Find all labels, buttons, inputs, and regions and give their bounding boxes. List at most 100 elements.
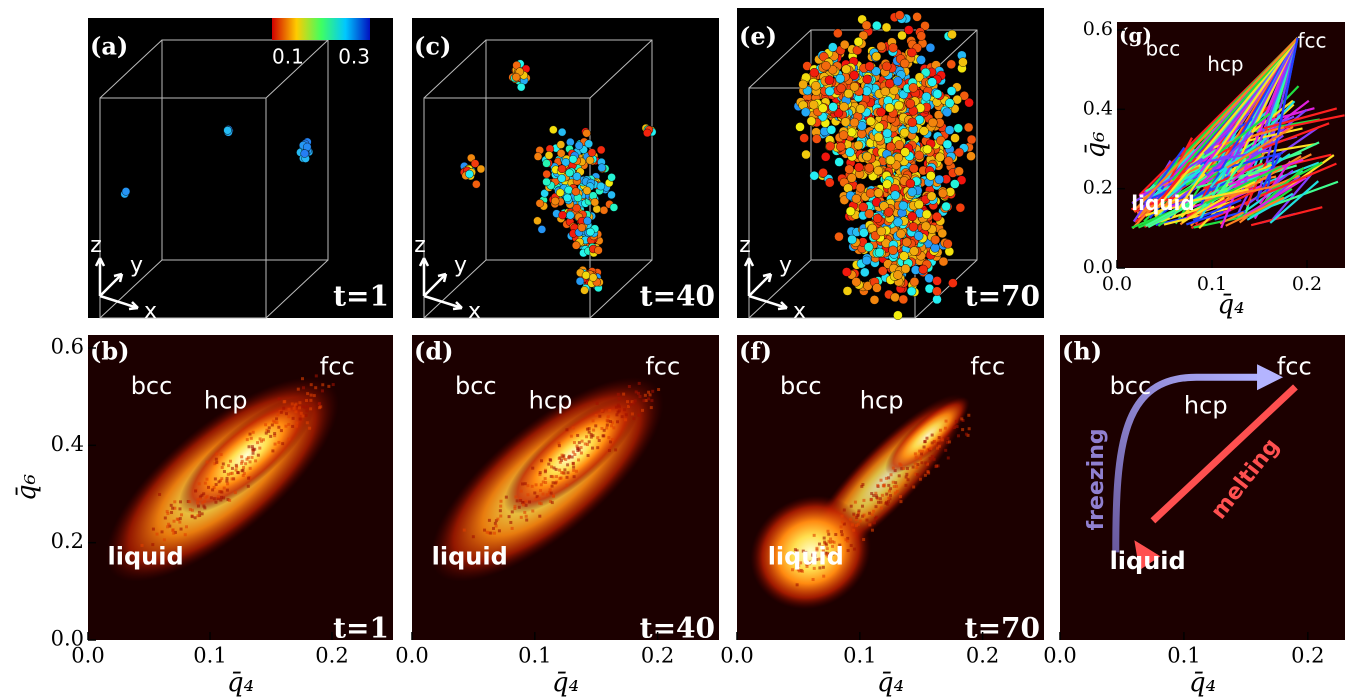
particle [829, 102, 838, 111]
particle [818, 104, 827, 113]
particle [908, 118, 917, 127]
particle [584, 217, 592, 225]
density-speckle [254, 459, 257, 462]
particle [598, 164, 606, 172]
particle [893, 77, 902, 86]
panel: bcchcpfccliquid(f)t=700.00.10.2q̄₄ [720, 335, 1044, 698]
density-speckle [573, 453, 576, 456]
particle [807, 117, 816, 126]
density-speckle [264, 423, 267, 426]
density-speckle [179, 517, 182, 520]
density-speckle [288, 408, 291, 411]
density-speckle [596, 436, 599, 439]
particle [927, 192, 936, 201]
density-speckle [968, 427, 971, 430]
density-speckle [939, 429, 942, 432]
density-speckle [226, 489, 229, 492]
particle [837, 84, 846, 93]
density-speckle [551, 475, 554, 478]
density-speckle [521, 482, 524, 485]
density-speckle [572, 462, 575, 465]
density-speckle [554, 482, 557, 485]
particle [573, 172, 581, 180]
density-speckle [873, 521, 876, 524]
region-label: liquid [1110, 547, 1186, 575]
density-speckle [609, 420, 612, 423]
particle [559, 211, 567, 219]
density-speckle [606, 424, 609, 427]
density-speckle [219, 498, 222, 501]
density-speckle [580, 452, 583, 455]
particle [839, 102, 848, 111]
density-speckle [229, 460, 232, 463]
particle [854, 141, 863, 150]
particle [582, 271, 590, 279]
density-speckle [525, 515, 528, 518]
particle [877, 227, 886, 236]
density-speckle [281, 442, 284, 445]
region-label: liquid [1131, 191, 1194, 215]
density-speckle [291, 402, 294, 405]
panel: zyx(c)t=40 [412, 18, 719, 324]
density-speckle [228, 499, 231, 502]
density-speckle [277, 441, 280, 444]
density-speckle [885, 477, 888, 480]
particle [572, 188, 580, 196]
region-label: hcp [204, 387, 248, 415]
density-speckle [610, 424, 613, 427]
density-speckle [957, 434, 960, 437]
particle [874, 133, 883, 142]
density-speckle [850, 544, 853, 547]
particle [939, 257, 948, 266]
density-speckle [251, 448, 254, 451]
density-speckle [310, 383, 313, 386]
density-speckle [941, 438, 944, 441]
density-speckle [857, 513, 860, 516]
density-speckle [499, 500, 502, 503]
particle [922, 92, 931, 101]
density-speckle [282, 407, 285, 410]
density-speckle [198, 511, 201, 514]
density-speckle [862, 538, 865, 541]
density-speckle [247, 477, 250, 480]
density-speckle [635, 390, 638, 393]
density-speckle [495, 524, 498, 527]
particle [964, 123, 973, 132]
density-speckle [880, 479, 883, 482]
region-label: liquid [108, 542, 184, 570]
density-speckle [285, 412, 288, 415]
particle [569, 155, 577, 163]
density-speckle [931, 434, 934, 437]
particle [938, 189, 947, 198]
particle [948, 279, 957, 288]
density-speckle [256, 441, 259, 444]
density-speckle [967, 414, 970, 417]
particle [842, 267, 851, 276]
particle [931, 235, 940, 244]
density-speckle [919, 478, 922, 481]
particle [882, 62, 891, 71]
particle [545, 151, 553, 159]
region-label: bcc [1110, 372, 1152, 400]
particle [556, 189, 564, 197]
x-axis-label: q̄₄ [1189, 668, 1216, 698]
density-speckle [172, 532, 175, 535]
y-axis-label: q̄₆ [12, 474, 42, 501]
particle [956, 203, 965, 212]
density-speckle [197, 505, 200, 508]
density-speckle [621, 415, 624, 418]
density-speckle [240, 455, 243, 458]
particle [802, 150, 811, 159]
particle [889, 246, 898, 255]
density-speckle [275, 421, 278, 424]
particle [908, 212, 917, 221]
density-speckle [523, 511, 526, 514]
density-speckle [874, 517, 877, 520]
density-speckle [588, 427, 591, 430]
particle [834, 232, 843, 241]
density-speckle [277, 426, 280, 429]
particle [578, 224, 586, 232]
particle [122, 187, 130, 195]
particle [914, 231, 923, 240]
